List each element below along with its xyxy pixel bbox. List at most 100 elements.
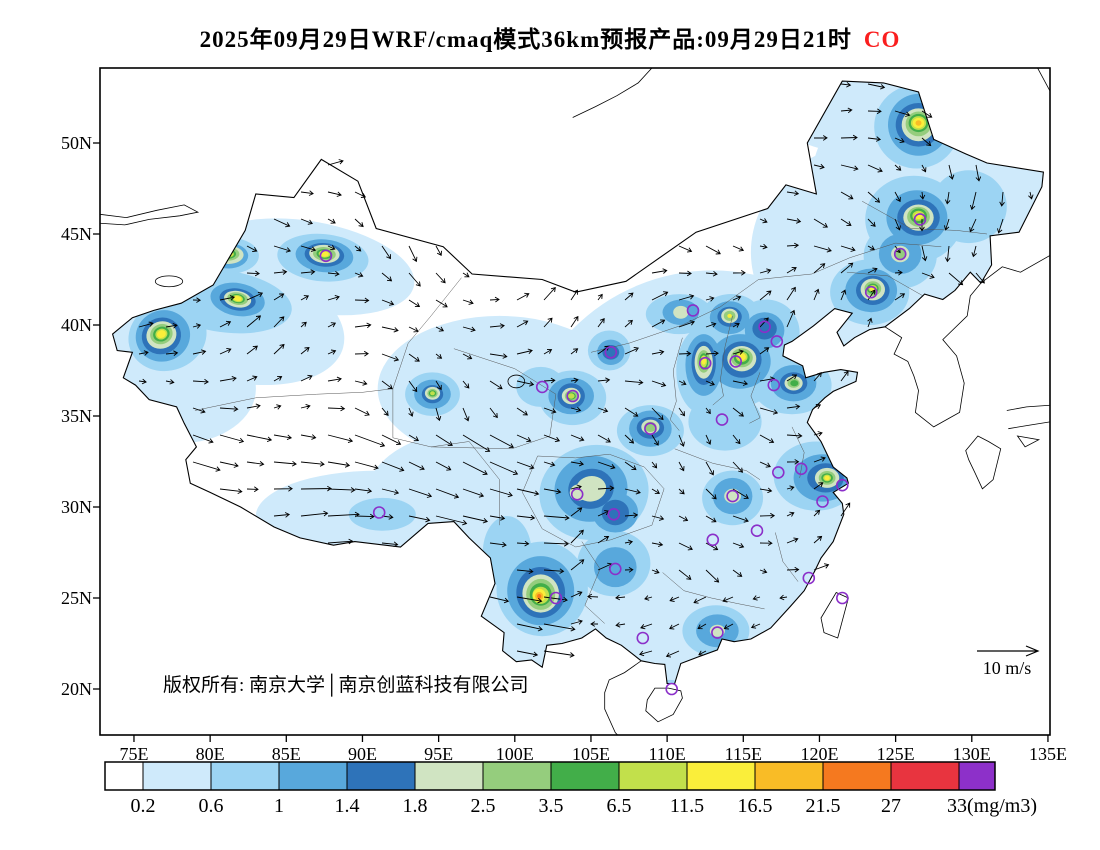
lat-tick-label: 35N [61,406,92,426]
legend-color-cell [346,761,416,791]
lon-tick-label: 105E [572,744,610,764]
contour-blob [567,393,575,399]
lon-tick-label: 110E [648,744,685,764]
co-fill-layer [112,81,1044,684]
wind-vector-field [138,81,1034,658]
coastlines [100,68,1050,735]
legend-color-cell [414,761,484,791]
station-marker [794,462,808,476]
station-marker [570,487,584,501]
legend-frame [104,761,996,791]
contour-blob [430,391,435,396]
station-marker [767,378,781,392]
map-frame [99,67,1051,736]
lon-tick-label: 120E [800,744,838,764]
legend-tick-label: 1.4 [335,795,360,817]
contour-blob [790,380,799,387]
lon-tick-label: 130E [953,744,991,764]
china-outline [111,80,1045,685]
contour-blob [594,547,637,588]
station-marker [816,495,829,508]
legend-tick-label: 3.5 [539,795,564,817]
wind-reference-arrow [977,645,1040,657]
contour-blob [537,594,542,599]
station-marker [802,571,816,585]
legend-tick-label: 1 [274,795,284,817]
station-marker [715,413,729,426]
lat-tick-label: 25N [61,588,92,608]
contour-blob [727,313,732,318]
legend-tick-label: 1.8 [403,795,428,817]
station-marker [711,626,724,639]
station-marker [835,478,849,492]
contour-blob [688,392,762,451]
station-marker [636,631,650,645]
station-marker [607,507,621,521]
contour-blob [824,475,830,481]
lon-tick-label: 95E [424,744,453,764]
contour-blob [752,317,777,340]
station-marker [604,345,618,359]
station-marker [566,389,580,403]
contour-blob [673,305,689,319]
contour-blob [156,330,166,339]
lon-tick-label: 100E [496,744,534,764]
legend-tick-label: 0.2 [131,795,156,817]
lon-tick-label: 85E [272,744,301,764]
lat-tick-label: 50N [61,133,92,153]
lat-tick-label: 40N [61,315,92,335]
wind-reference: 10 m/s [977,645,1040,678]
lon-tick-label: 90E [348,744,377,764]
title-text: 2025年09月29日WRF/cmaq模式36km预报产品:09月29日21时 [199,27,852,52]
legend-color-cell [550,761,620,791]
legend-color-cell [618,761,688,791]
lake-issyk-kul [154,275,184,288]
station-marker [750,524,764,538]
page-title: 2025年09月29日WRF/cmaq模式36km预报产品:09月29日21时 C… [0,20,1100,54]
station-marker [535,380,549,394]
station-marker [549,591,563,605]
legend-tick-label: 21.5 [806,795,841,817]
lon-tick-label: 75E [119,744,148,764]
station-marker [665,682,679,696]
map-canvas: 版权所有: 南京大学│南京创蓝科技有限公司 10 m/s [100,68,1050,735]
legend-color-cell [482,761,552,791]
station-marker [726,489,739,503]
legend-color-cell [210,761,280,791]
lon-tick-label: 125E [877,744,915,764]
station-marker [698,356,712,370]
legend-tick-label: 6.5 [607,795,632,817]
legend-tick-label: 0.6 [199,795,224,817]
station-marker [835,591,849,605]
lon-tick-label: 135E [1029,744,1067,764]
station-marker [706,533,720,547]
station-marker [644,422,657,436]
contour-blob [233,296,242,302]
legend-color-cell [754,761,824,791]
station-marker [729,355,743,368]
legend-color-cell [890,761,960,791]
contour-blob [930,170,1007,244]
station-marker [913,213,927,226]
lat-tick-label: 30N [61,497,92,517]
legend-tick-label: 27 [881,795,901,817]
contour-blob [915,120,922,126]
station-marker [893,247,907,261]
legend-tick-label: 11.5 [670,795,704,817]
legend-color-cell [686,761,756,791]
station-marker [770,335,784,348]
station-marker [771,466,785,479]
contour-blob [601,499,629,526]
station-marker [758,320,771,334]
wind-reference-label: 10 m/s [983,658,1032,678]
station-marker [372,506,386,519]
legend-tick-label: 16.5 [738,795,773,817]
legend-tick-label: 33(mg/m3) [947,795,1037,817]
legend: 0.2 0.6 1 1.4 1.8 2.5 3.5 6.5 11.5 16.5 21.5 27 33(m… [104,761,1037,817]
lon-tick-label: 80E [196,744,225,764]
legend-color-cell [278,761,348,791]
legend-color-cell [958,761,996,791]
lat-tick-label: 45N [61,224,92,244]
station-marker [319,249,333,263]
